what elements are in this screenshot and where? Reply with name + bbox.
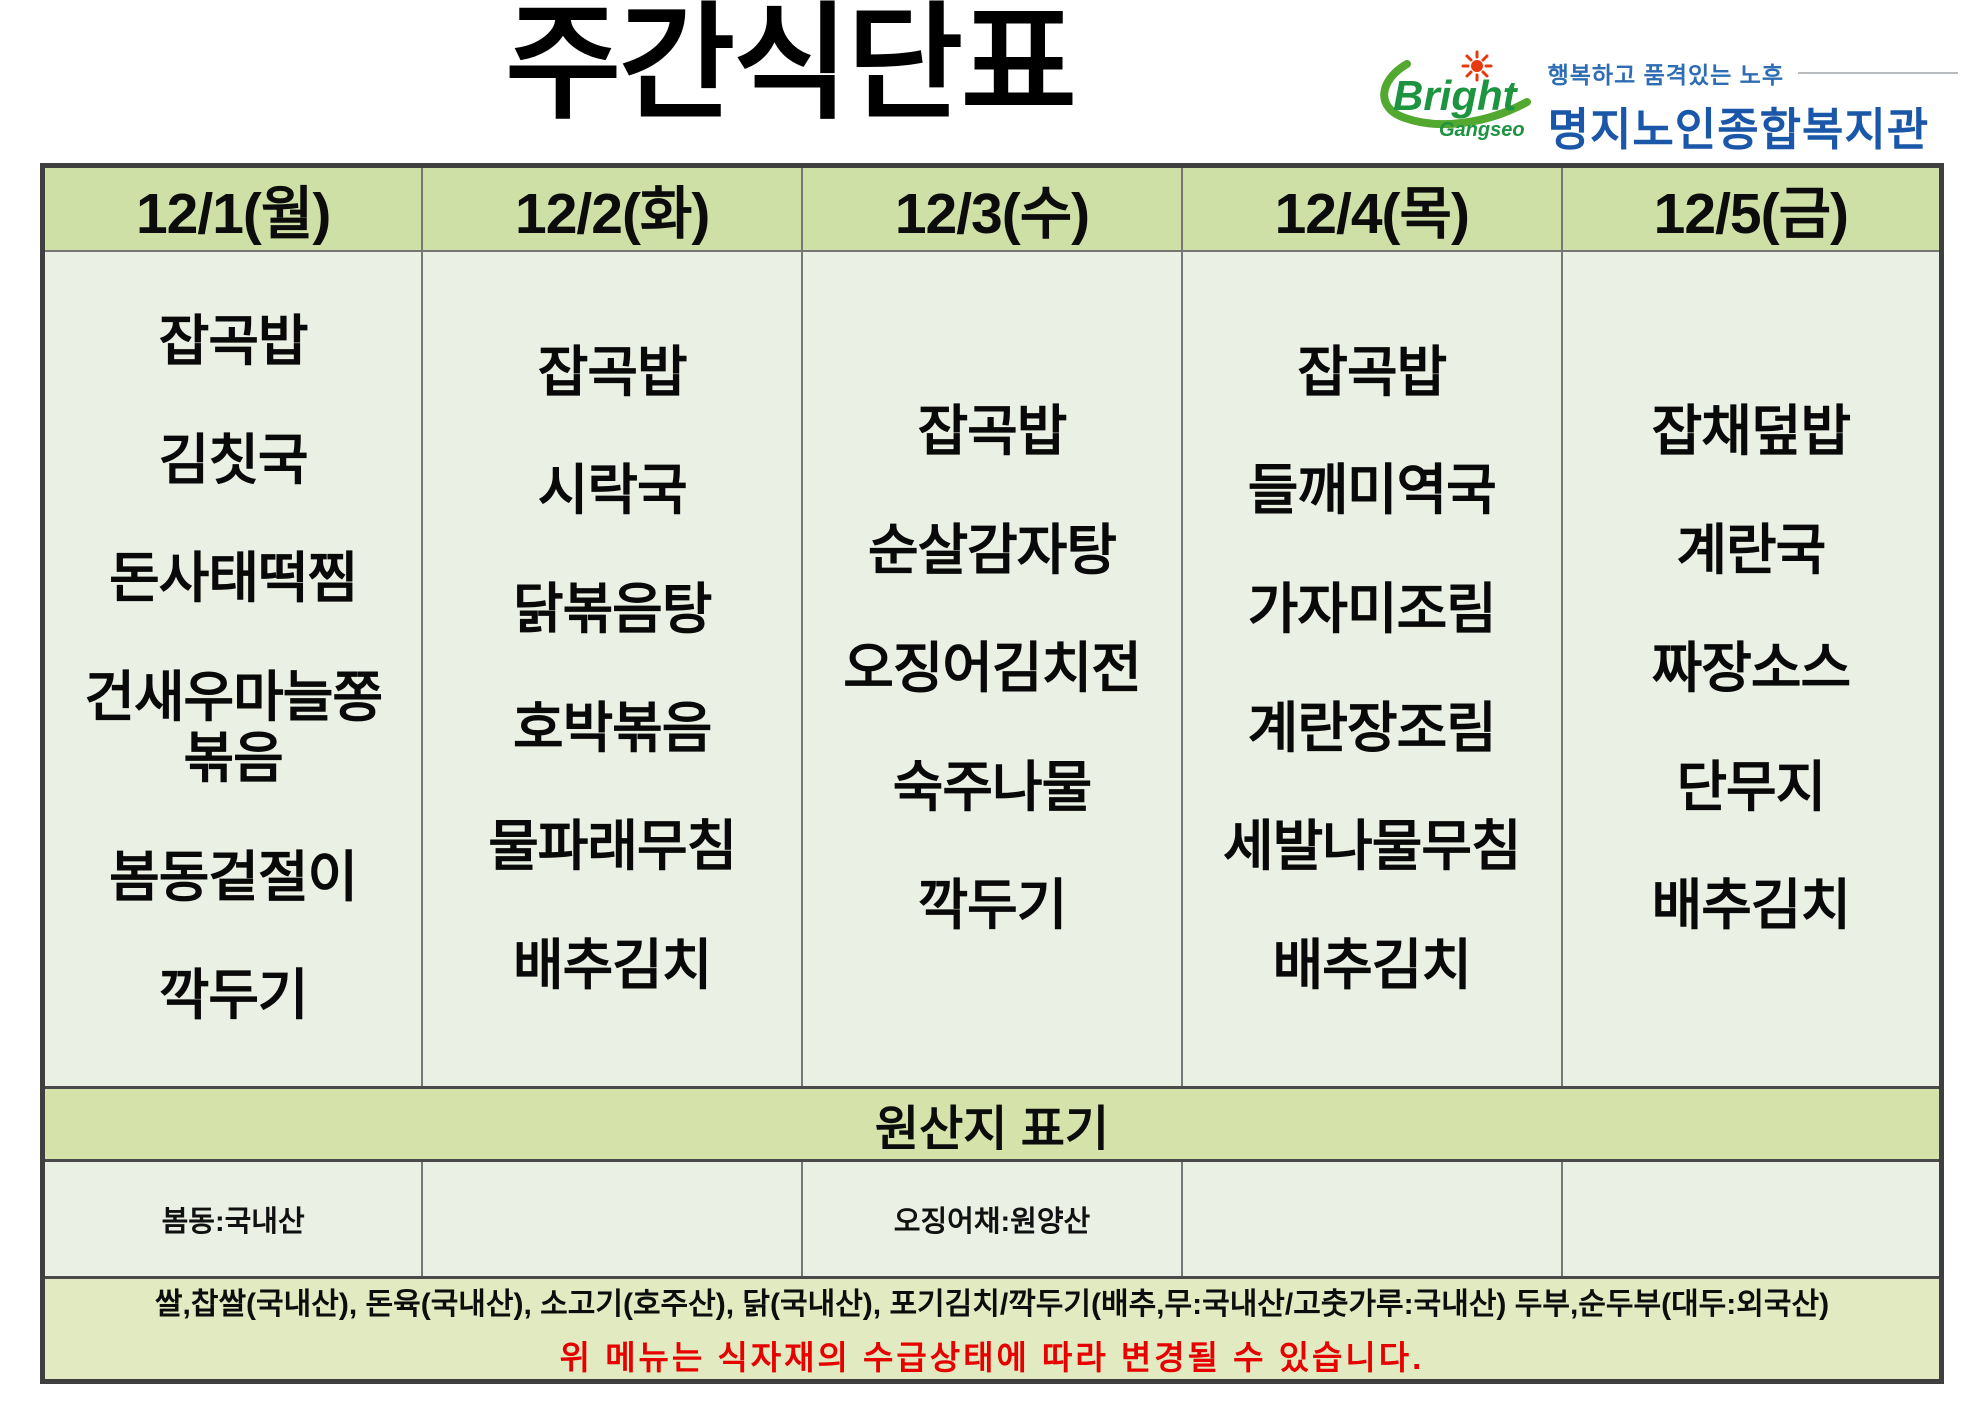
logo-tagline: 행복하고 품격있는 노후: [1547, 62, 1784, 88]
origin-banner-row: 원산지 표기: [41, 1086, 1943, 1162]
menu-item: 봄동겉절이: [109, 845, 358, 908]
star-icon: [1461, 50, 1493, 82]
menu-item: 가자미조림: [1247, 577, 1497, 640]
origin-note-cell: [1180, 1159, 1563, 1279]
menu-change-notice: 위 메뉴는 식자재의 수급상태에 따라 변경될 수 있습니다.: [559, 1339, 1425, 1376]
day-header: 12/2(화): [421, 164, 804, 252]
organization-name: 명지노인종합복지관: [1547, 104, 1930, 155]
menu-item: 배추김치: [1272, 933, 1472, 996]
menu-item: 시락국: [537, 459, 688, 522]
menu-item: 순살감자탕: [867, 518, 1117, 581]
footer-row: 쌀,찹쌀(국내산), 돈육(국내산), 소고기(호주산), 닭(국내산), 포기…: [41, 1276, 1943, 1383]
menu-row: 잡곡밥 김칫국 돈사태떡찜 건새우마늘쫑 볶음 봄동겉절이 깍두기 잡곡밥 시락국 닭볶음탕 호박…: [41, 250, 1943, 1089]
origin-summary-text: 쌀,찹쌀(국내산), 돈육(국내산), 소고기(호주산), 닭(국내산), 포기…: [154, 1288, 1830, 1321]
menu-item: 잡곡밥: [917, 400, 1068, 463]
origin-note-cell: [1560, 1159, 1943, 1279]
menu-item: 돈사태떡찜: [109, 547, 358, 610]
menu-item: 단무지: [1676, 755, 1826, 818]
organization-logo: Bright Gangseo 행복하고 품격있는 노후: [1377, 50, 1958, 158]
date-header-row: 12/1(월) 12/2(화) 12/3(수) 12/4(목) 12/5(금): [41, 164, 1943, 252]
origin-banner: 원산지 표기: [41, 1086, 1943, 1162]
menu-item: 건새우마늘쫑 볶음: [84, 665, 383, 790]
menu-item: 잡곡밥: [537, 340, 688, 403]
origin-note-cell: 오징어채:원양산: [801, 1159, 1183, 1279]
tagline-divider: [1798, 72, 1958, 74]
brand-word-bottom: Gangseo: [1439, 119, 1525, 141]
menu-item: 계란국: [1676, 518, 1826, 581]
brand-word-top: Bright: [1393, 72, 1519, 119]
menu-item: 들깨미역국: [1247, 459, 1497, 522]
menu-item: 오징어김치전: [843, 637, 1142, 700]
menu-item: 잡곡밥: [158, 309, 309, 372]
day-header: 12/1(월): [41, 164, 424, 252]
menu-item: 호박볶음: [512, 696, 712, 759]
day-header: 12/4(목): [1180, 164, 1563, 252]
menu-item: 깍두기: [917, 874, 1068, 937]
bright-gangseo-logo-icon: Bright Gangseo: [1379, 50, 1531, 141]
menu-item: 배추김치: [512, 933, 712, 996]
menu-item: 깍두기: [158, 964, 309, 1027]
menu-item: 계란장조림: [1247, 696, 1497, 759]
menu-item: 짜장소스: [1651, 637, 1851, 700]
origin-detail-row: 봄동:국내산 오징어채:원양산: [41, 1159, 1943, 1279]
day-header: 12/3(수): [801, 164, 1183, 252]
origin-note-cell: [421, 1159, 804, 1279]
origin-note-cell: 봄동:국내산: [41, 1159, 424, 1279]
menu-item: 배추김치: [1651, 874, 1851, 937]
page-title: 주간식단표: [505, 0, 1077, 134]
footer-cell: 쌀,찹쌀(국내산), 돈육(국내산), 소고기(호주산), 닭(국내산), 포기…: [41, 1276, 1943, 1383]
menu-item: 잡곡밥: [1297, 340, 1447, 403]
day-header: 12/5(금): [1560, 164, 1943, 252]
menu-item: 김칫국: [158, 428, 309, 491]
menu-item: 물파래무침: [488, 815, 737, 878]
menu-item: 닭볶음탕: [512, 577, 712, 640]
menu-item: 숙주나물: [892, 755, 1092, 818]
menu-item: 잡채덮밥: [1651, 400, 1851, 463]
menu-item: 세발나물무침: [1222, 815, 1522, 878]
